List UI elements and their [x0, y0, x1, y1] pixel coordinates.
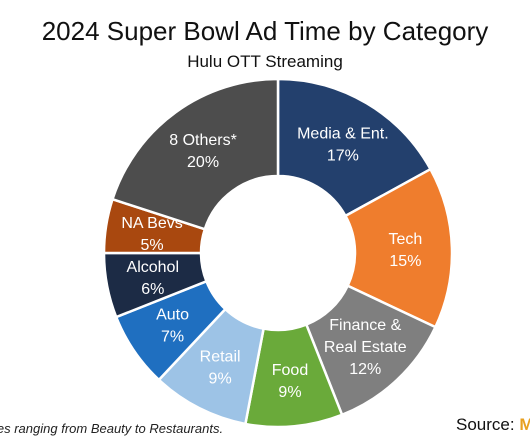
footnote: ies ranging from Beauty to Restaurants.: [0, 421, 224, 436]
donut-slice-label-2: Finance & Real Estate 12%: [324, 317, 407, 378]
source-label: Source:: [456, 415, 515, 434]
donut-slice-label-7: NA Bevs 5%: [121, 215, 182, 254]
donut-slice-label-8: 8 Others* 20%: [169, 132, 237, 171]
donut-slice-1: [343, 167, 454, 329]
donut-slice-label-0: Media & Ent. 17%: [297, 125, 389, 164]
donut-slice-label-5: Auto 7%: [156, 307, 189, 346]
chart-subtitle: Hulu OTT Streaming: [187, 52, 343, 71]
donut-slice-label-3: Food 9%: [272, 362, 308, 401]
donut-slice-8: [110, 77, 280, 231]
donut-slice-label-1: Tech 15%: [389, 231, 423, 270]
source-note: Source: M: [456, 415, 530, 435]
donut-slice-label-4: Retail 9%: [200, 349, 241, 388]
donut-slice-0: [276, 77, 433, 218]
donut-slice-label-6: Alcohol 6%: [127, 259, 179, 298]
chart-title: 2024 Super Bowl Ad Time by Category: [41, 16, 489, 46]
source-brand: M: [519, 415, 530, 434]
